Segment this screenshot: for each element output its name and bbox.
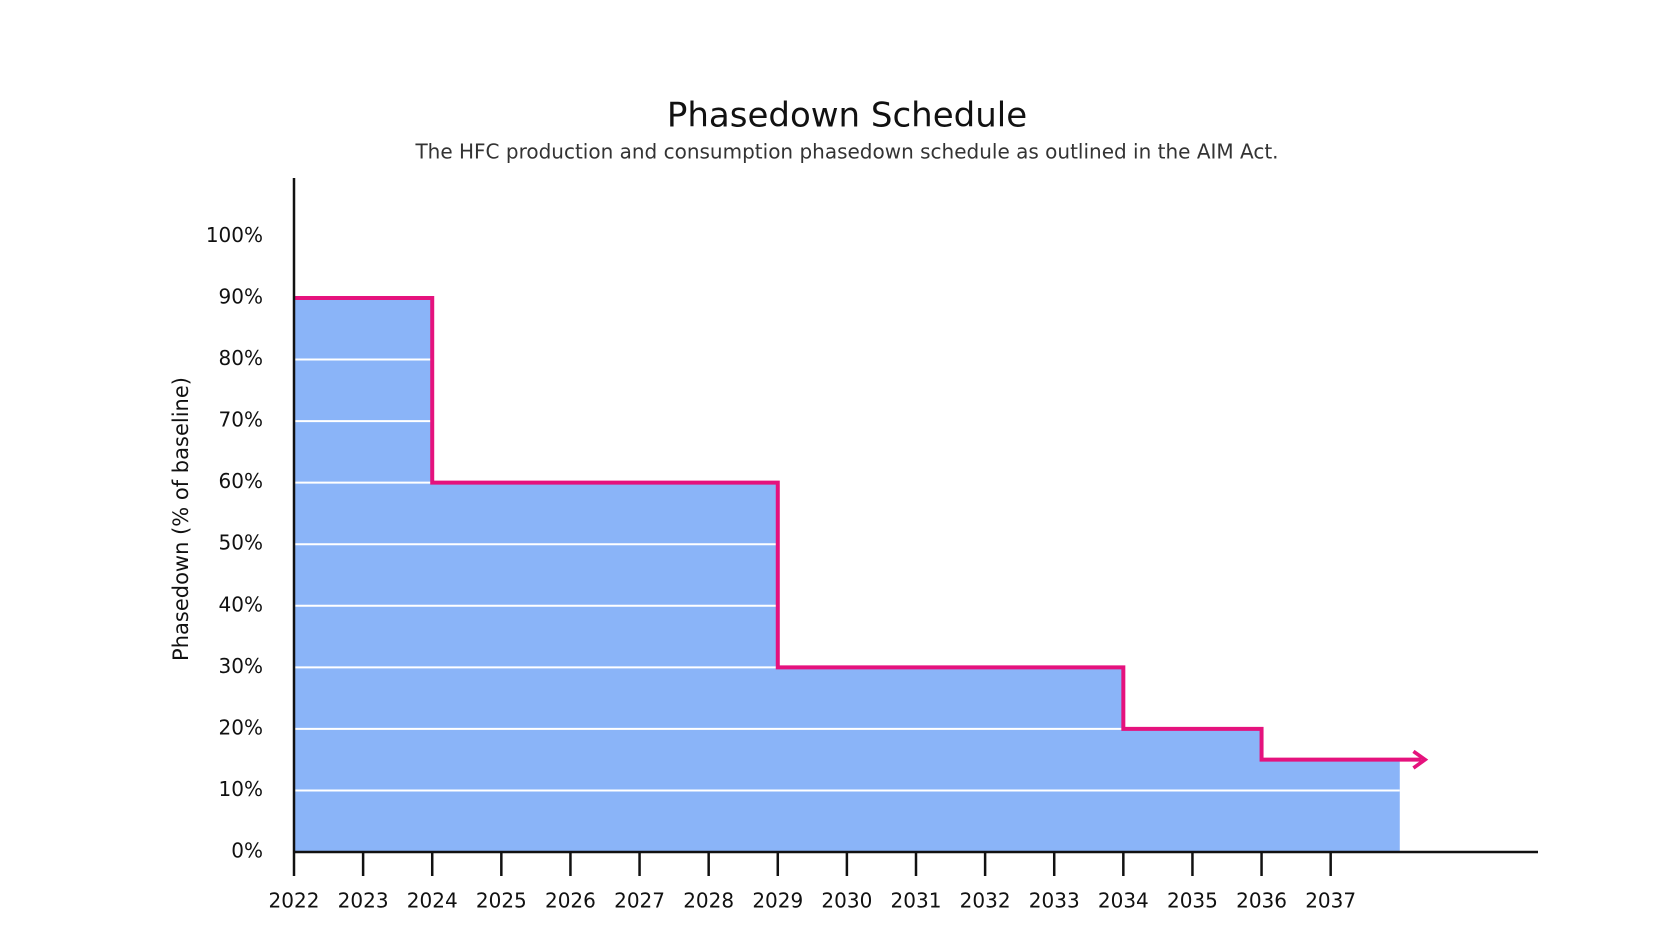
- x-tick-label: 2026: [545, 889, 596, 913]
- x-tick-label: 2028: [683, 889, 734, 913]
- y-tick-label: 90%: [219, 284, 263, 308]
- x-tick-label: 2027: [614, 889, 665, 913]
- y-tick-label: 50%: [219, 531, 263, 555]
- x-tick-label: 2034: [1098, 889, 1149, 913]
- x-tick-label: 2024: [407, 889, 458, 913]
- y-tick-label: 40%: [219, 592, 263, 616]
- chart-title: Phasedown Schedule: [667, 96, 1027, 136]
- y-tick-label: 20%: [219, 715, 263, 739]
- x-tick-label: 2036: [1236, 889, 1287, 913]
- y-tick-label: 70%: [219, 408, 263, 432]
- y-axis-label: Phasedown (% of baseline): [169, 377, 193, 661]
- y-tick-label: 10%: [219, 777, 263, 801]
- x-tick-label: 2031: [891, 889, 942, 913]
- x-tick-label: 2032: [960, 889, 1011, 913]
- area: [294, 297, 1400, 852]
- y-tick-label: 80%: [219, 346, 263, 370]
- x-tick-label: 2022: [269, 889, 320, 913]
- y-tick-label: 30%: [219, 654, 263, 678]
- y-tick-label: 60%: [219, 469, 263, 493]
- chart-subtitle: The HFC production and consumption phase…: [414, 140, 1278, 164]
- x-tick-label: 2023: [338, 889, 389, 913]
- step-line: [294, 295, 1429, 770]
- x-tick-label: 2030: [821, 889, 872, 913]
- y-tick-label: 100%: [206, 223, 263, 247]
- x-tick-label: 2029: [752, 889, 803, 913]
- x-tick-label: 2037: [1305, 889, 1356, 913]
- x-tick-label: 2035: [1167, 889, 1218, 913]
- y-tick-label: 0%: [231, 839, 263, 863]
- x-tick-label: 2025: [476, 889, 527, 913]
- x-tick-label: 2033: [1029, 889, 1080, 913]
